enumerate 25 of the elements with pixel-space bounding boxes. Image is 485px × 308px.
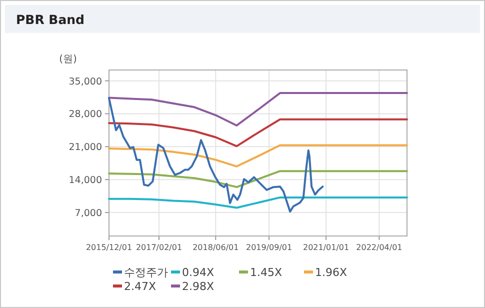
y-tick-label: 35,000 — [68, 76, 102, 88]
y-axis-title: (원) — [59, 54, 77, 65]
y-tick-label: 28,000 — [68, 109, 102, 120]
x-tick-label: 2015/12/01 — [86, 243, 132, 252]
legend-label: 2.47X — [124, 280, 156, 293]
x-tick-label: 2022/04/01 — [356, 243, 402, 252]
line-series — [108, 144, 408, 168]
x-tick-label: 2019/09/01 — [246, 243, 292, 252]
legend-label: 0.94X — [182, 266, 214, 279]
legend-label: 수정주가 — [124, 266, 168, 279]
x-tick-label: 2018/06/01 — [192, 243, 239, 252]
line-series — [108, 196, 408, 209]
line-series — [108, 97, 324, 213]
y-tick-label: 14,000 — [68, 175, 102, 186]
x-tick-label: 2021/01/01 — [302, 243, 350, 252]
line-series — [108, 118, 408, 148]
x-tick-label: 2017/02/01 — [136, 243, 182, 252]
y-tick-label: 7,000 — [74, 208, 102, 219]
chart-title: PBR Band — [16, 12, 84, 27]
legend-label: 1.96X — [315, 266, 348, 279]
line-series — [108, 170, 408, 188]
legend-label: 1.45X — [250, 266, 282, 279]
legend-label: 2.98X — [182, 280, 214, 293]
line-series — [108, 92, 408, 126]
y-tick-label: 21,000 — [68, 142, 102, 154]
